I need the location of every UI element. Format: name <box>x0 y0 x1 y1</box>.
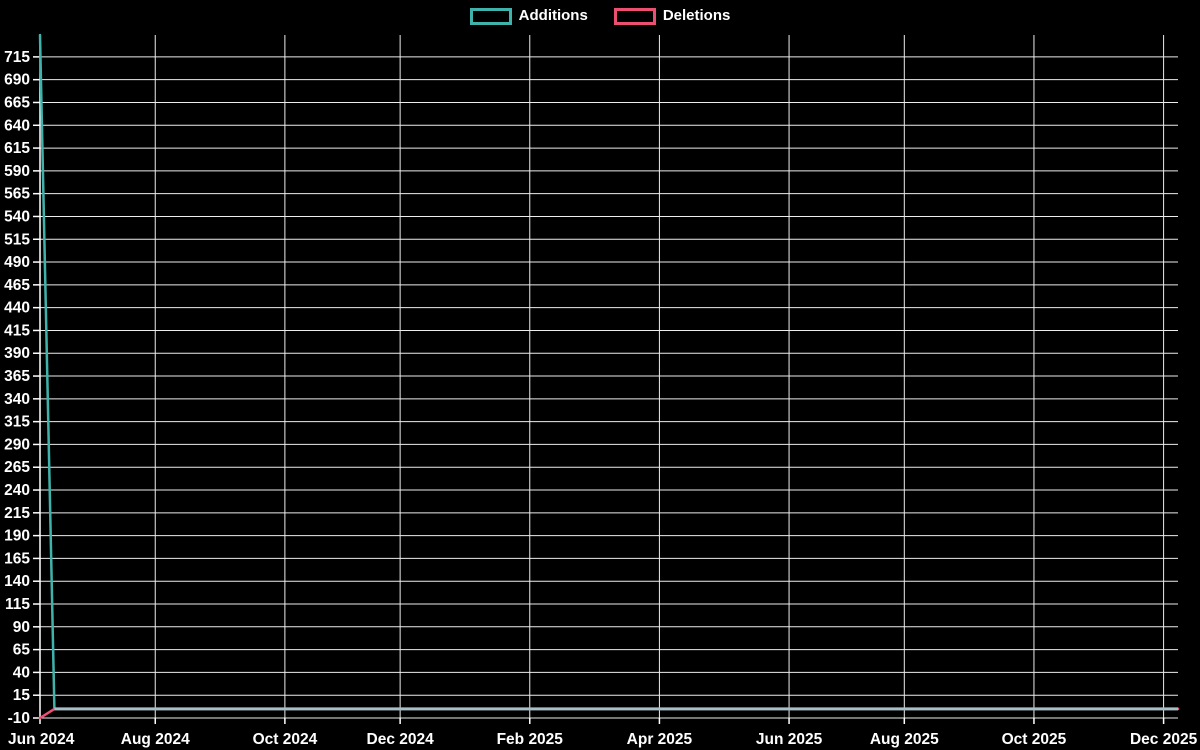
chart-legend: Additions Deletions <box>0 7 1200 25</box>
y-tick-label: 365 <box>4 368 30 385</box>
x-tick-label: Jun 2025 <box>756 731 823 748</box>
legend-item-additions[interactable]: Additions <box>469 7 588 25</box>
y-tick-label: 315 <box>4 414 30 431</box>
legend-label-additions: Additions <box>518 7 588 24</box>
y-tick-label: 140 <box>4 573 30 590</box>
y-tick-label: 165 <box>4 550 30 567</box>
y-tick-label: 265 <box>4 459 30 476</box>
x-tick-label: Dec 2024 <box>367 731 435 748</box>
y-tick-label: 40 <box>13 664 30 681</box>
y-tick-label: 115 <box>5 596 30 613</box>
x-tick-label: Apr 2025 <box>627 731 693 748</box>
y-tick-label: 640 <box>4 117 30 134</box>
x-axis-tick-labels: Jun 2024 Aug 2024 Oct 2024 Dec 2024 Feb 2025… <box>8 731 1198 748</box>
x-tick-label: Feb 2025 <box>497 731 564 748</box>
y-tick-label: 690 <box>4 72 30 89</box>
x-axis-ticks <box>39 718 1165 724</box>
deletions-swatch-icon <box>613 7 656 25</box>
y-axis-tick-labels: -10 15 40 65 90 115 140 165 190 215 240 265 290 315 34… <box>4 49 30 727</box>
legend-label-deletions: Deletions <box>662 7 731 24</box>
legend-item-deletions[interactable]: Deletions <box>613 7 731 25</box>
y-tick-label: 490 <box>4 254 30 271</box>
x-tick-label: Oct 2024 <box>253 731 318 748</box>
additions-series-path <box>38 33 1180 711</box>
x-tick-label: Jun 2024 <box>8 731 75 748</box>
x-tick-label: Aug 2024 <box>121 731 190 748</box>
y-gridlines <box>40 56 1178 719</box>
y-axis-ticks <box>33 56 40 719</box>
additions-line <box>38 33 1180 711</box>
y-tick-label: 615 <box>4 140 30 157</box>
y-tick-label: 240 <box>4 482 30 499</box>
y-tick-label: 15 <box>13 687 31 704</box>
x-tick-label: Dec 2025 <box>1130 731 1198 748</box>
x-tick-label: Oct 2025 <box>1002 731 1067 748</box>
y-tick-label: 390 <box>4 345 30 362</box>
y-tick-label: 440 <box>4 300 30 317</box>
y-tick-label: 465 <box>4 277 30 294</box>
y-tick-label: 515 <box>4 231 30 248</box>
y-tick-label: 540 <box>4 208 30 225</box>
y-tick-label: 715 <box>4 49 30 66</box>
y-tick-label: 415 <box>4 322 30 339</box>
y-tick-label: 290 <box>4 436 30 453</box>
x-tick-label: Aug 2025 <box>870 731 939 748</box>
y-tick-label: 565 <box>4 186 30 203</box>
y-tick-label: 90 <box>13 619 30 636</box>
y-tick-label: 190 <box>4 528 30 545</box>
additions-swatch-icon <box>469 7 512 25</box>
y-tick-label: 590 <box>4 163 30 180</box>
y-tick-label: -10 <box>8 710 30 727</box>
y-tick-label: 340 <box>4 391 30 408</box>
y-tick-label: 665 <box>4 94 30 111</box>
y-tick-label: 215 <box>4 505 30 522</box>
y-tick-label: 65 <box>13 642 31 659</box>
x-gridlines <box>154 35 1165 718</box>
